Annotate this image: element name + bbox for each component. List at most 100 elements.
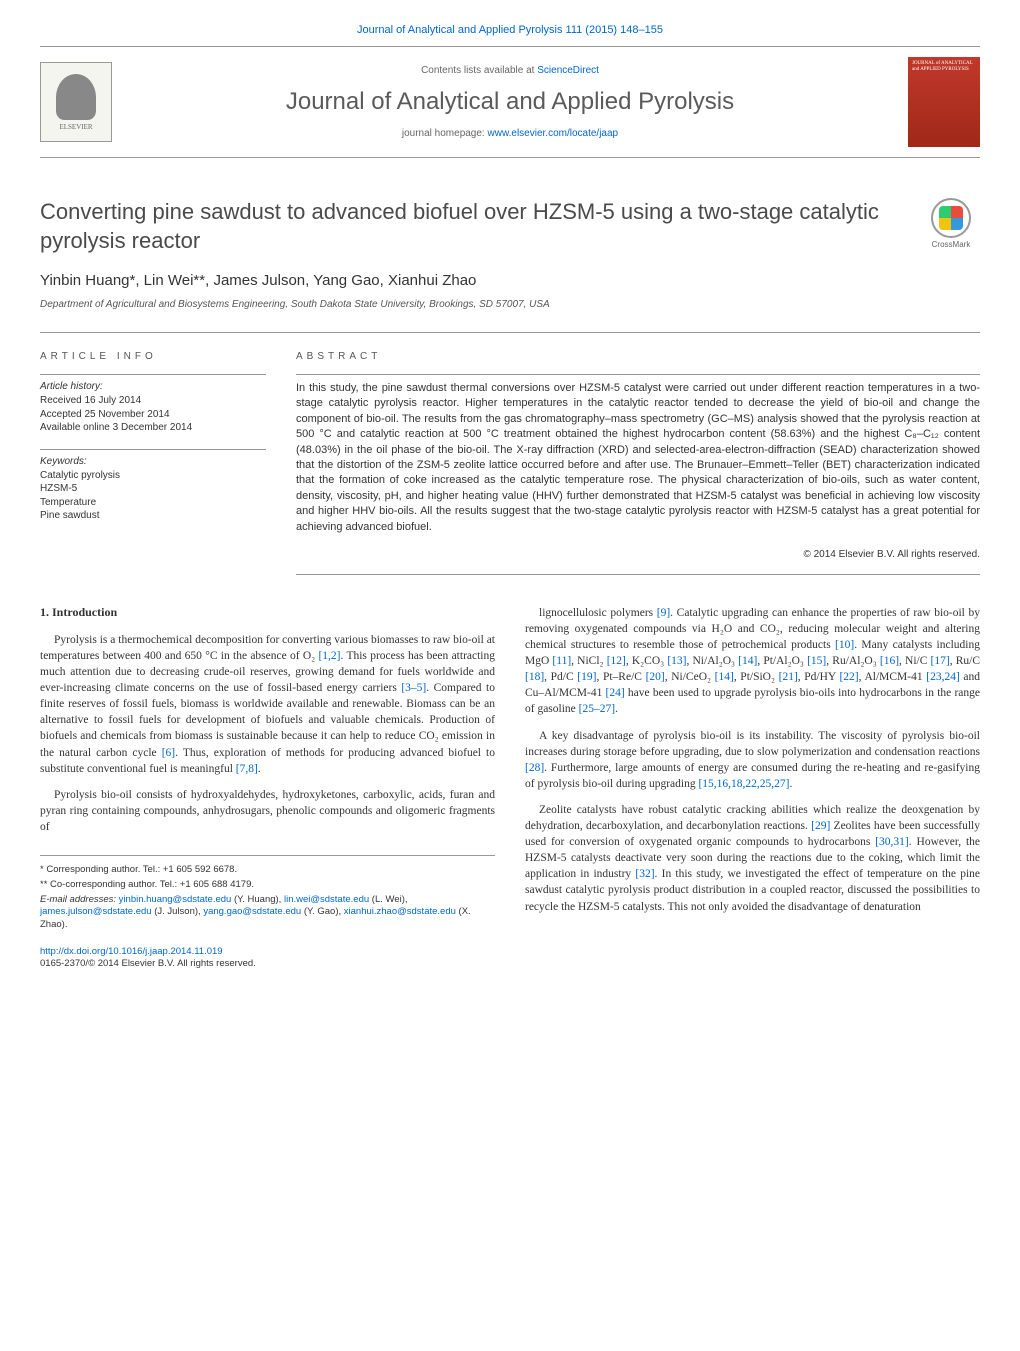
body-text: . [258, 763, 261, 775]
journal-cover-thumbnail: JOURNAL of ANALYTICAL and APPLIED PYROLY… [908, 57, 980, 147]
abstract-text: In this study, the pine sawdust thermal … [296, 374, 980, 535]
reference-link[interactable]: [6] [162, 747, 175, 759]
reference-link[interactable]: [19] [577, 671, 596, 683]
body-columns: 1. Introduction Pyrolysis is a thermoche… [40, 605, 980, 971]
email-name: (Y. Huang), [231, 894, 284, 905]
keyword-item: Catalytic pyrolysis [40, 469, 266, 483]
reference-link[interactable]: [9] [657, 607, 670, 619]
history-block: Article history: Received 16 July 2014Ac… [40, 374, 266, 435]
reference-link[interactable]: [10] [835, 639, 854, 651]
reference-link[interactable]: [23,24] [926, 671, 960, 683]
reference-link[interactable]: [12] [607, 655, 626, 667]
email-name: (Y. Gao), [301, 906, 344, 917]
sciencedirect-link[interactable]: ScienceDirect [537, 65, 599, 76]
body-text: , NiCl₂ [571, 655, 607, 667]
reference-link[interactable]: [7,8] [236, 763, 258, 775]
reference-link[interactable]: [18] [525, 671, 544, 683]
corr-author-2: ** Co-corresponding author. Tel.: +1 605… [40, 879, 495, 892]
issn-copyright: 0165-2370/© 2014 Elsevier B.V. All right… [40, 958, 256, 969]
reference-link[interactable]: [29] [811, 820, 830, 832]
body-text: , Ni/Al₂O₃ [686, 655, 738, 667]
reference-link[interactable]: [25–27] [579, 703, 615, 715]
reference-link[interactable]: [24] [606, 687, 625, 699]
reference-link[interactable]: [15] [807, 655, 826, 667]
keyword-item: HZSM-5 [40, 482, 266, 496]
body-paragraph: A key disadvantage of pyrolysis bio-oil … [525, 728, 980, 792]
reference-link[interactable]: [14] [738, 655, 757, 667]
email-name: (L. Wei), [369, 894, 407, 905]
reference-link[interactable]: [28] [525, 762, 544, 774]
email-link[interactable]: lin.wei@sdstate.edu [284, 894, 369, 905]
reference-link[interactable]: [1,2] [318, 650, 340, 662]
email-label: E-mail addresses: [40, 894, 119, 905]
abstract-label: ABSTRACT [296, 351, 980, 362]
reference-link[interactable]: [14] [715, 671, 734, 683]
body-paragraph: Zeolite catalysts have robust catalytic … [525, 802, 980, 915]
footnotes: * Corresponding author. Tel.: +1 605 592… [40, 855, 495, 932]
left-column: 1. Introduction Pyrolysis is a thermoche… [40, 605, 495, 971]
body-text: , Pt/Al₂O₃ [757, 655, 807, 667]
doi-link[interactable]: http://dx.doi.org/10.1016/j.jaap.2014.11… [40, 946, 223, 957]
reference-link[interactable]: [16] [880, 655, 899, 667]
body-text: , Ni/C [899, 655, 931, 667]
crossmark-circle-icon [931, 198, 971, 238]
keyword-item: Pine sawdust [40, 509, 266, 523]
body-paragraph: Pyrolysis bio-oil consists of hydroxyald… [40, 787, 495, 835]
journal-banner: ELSEVIER Contents lists available at Sci… [40, 46, 980, 158]
keywords-block: Keywords: Catalytic pyrolysisHZSM-5Tempe… [40, 449, 266, 523]
authors: Yinbin Huang*, Lin Wei**, James Julson, … [40, 272, 980, 289]
body-paragraph: lignocellulosic polymers [9]. Catalytic … [525, 605, 980, 718]
body-text: Pyrolysis bio-oil consists of hydroxyald… [40, 789, 495, 833]
email-link[interactable]: yang.gao@sdstate.edu [203, 906, 301, 917]
reference-link[interactable]: [21] [779, 671, 798, 683]
email-name: (J. Julson), [152, 906, 204, 917]
keyword-item: Temperature [40, 496, 266, 510]
reference-link[interactable]: [20] [646, 671, 665, 683]
reference-link[interactable]: [13] [667, 655, 686, 667]
homepage-link[interactable]: www.elsevier.com/locate/jaap [488, 128, 619, 139]
reference-link[interactable]: [30,31] [875, 836, 909, 848]
reference-link[interactable]: [17] [931, 655, 950, 667]
body-text: , Ni/CeO₂ [665, 671, 715, 683]
banner-center: Contents lists available at ScienceDirec… [112, 65, 908, 139]
reference-link[interactable]: [3–5] [401, 682, 426, 694]
article-info-col: ARTICLE INFO Article history: Received 1… [40, 351, 266, 575]
body-text: lignocellulosic polymers [539, 607, 657, 619]
crossmark-badge[interactable]: CrossMark [922, 198, 980, 256]
homepage-line: journal homepage: www.elsevier.com/locat… [112, 128, 908, 139]
citation-header: Journal of Analytical and Applied Pyroly… [40, 24, 980, 36]
body-paragraph: Pyrolysis is a thermochemical decomposit… [40, 632, 495, 777]
info-abstract-row: ARTICLE INFO Article history: Received 1… [40, 332, 980, 575]
history-item: Accepted 25 November 2014 [40, 408, 266, 422]
email-link[interactable]: xianhui.zhao@sdstate.edu [344, 906, 456, 917]
corr-author-1: * Corresponding author. Tel.: +1 605 592… [40, 864, 495, 877]
body-text: , Pt–Re/C [596, 671, 645, 683]
reference-link[interactable]: [22] [839, 671, 858, 683]
abstract-copyright: © 2014 Elsevier B.V. All rights reserved… [296, 549, 980, 575]
body-text: . [790, 778, 793, 790]
title-row: Converting pine sawdust to advanced biof… [40, 198, 980, 256]
email-link[interactable]: yinbin.huang@sdstate.edu [119, 894, 232, 905]
elsevier-tree-icon [56, 74, 96, 120]
history-item: Received 16 July 2014 [40, 394, 266, 408]
journal-name: Journal of Analytical and Applied Pyroly… [112, 88, 908, 116]
history-label: Article history: [40, 381, 266, 392]
cover-text: JOURNAL of ANALYTICAL and APPLIED PYROLY… [912, 61, 976, 73]
intro-heading: 1. Introduction [40, 605, 495, 620]
body-text: , Ru/Al₂O₃ [826, 655, 880, 667]
homepage-prefix: journal homepage: [402, 128, 488, 139]
publisher-logo: ELSEVIER [40, 62, 112, 142]
publisher-name: ELSEVIER [59, 123, 92, 131]
article-info-label: ARTICLE INFO [40, 351, 266, 362]
affiliation: Department of Agricultural and Biosystem… [40, 299, 980, 310]
email-link[interactable]: james.julson@sdstate.edu [40, 906, 152, 917]
reference-link[interactable]: [11] [552, 655, 571, 667]
reference-link[interactable]: [32] [635, 868, 654, 880]
reference-link[interactable]: [15,16,18,22,25,27] [698, 778, 789, 790]
history-item: Available online 3 December 2014 [40, 421, 266, 435]
body-text: , Al/MCM-41 [859, 671, 927, 683]
body-text: , Ru/C [950, 655, 980, 667]
body-text: , Pd/C [544, 671, 577, 683]
body-text: , Pd/HY [798, 671, 840, 683]
keywords-label: Keywords: [40, 456, 266, 467]
